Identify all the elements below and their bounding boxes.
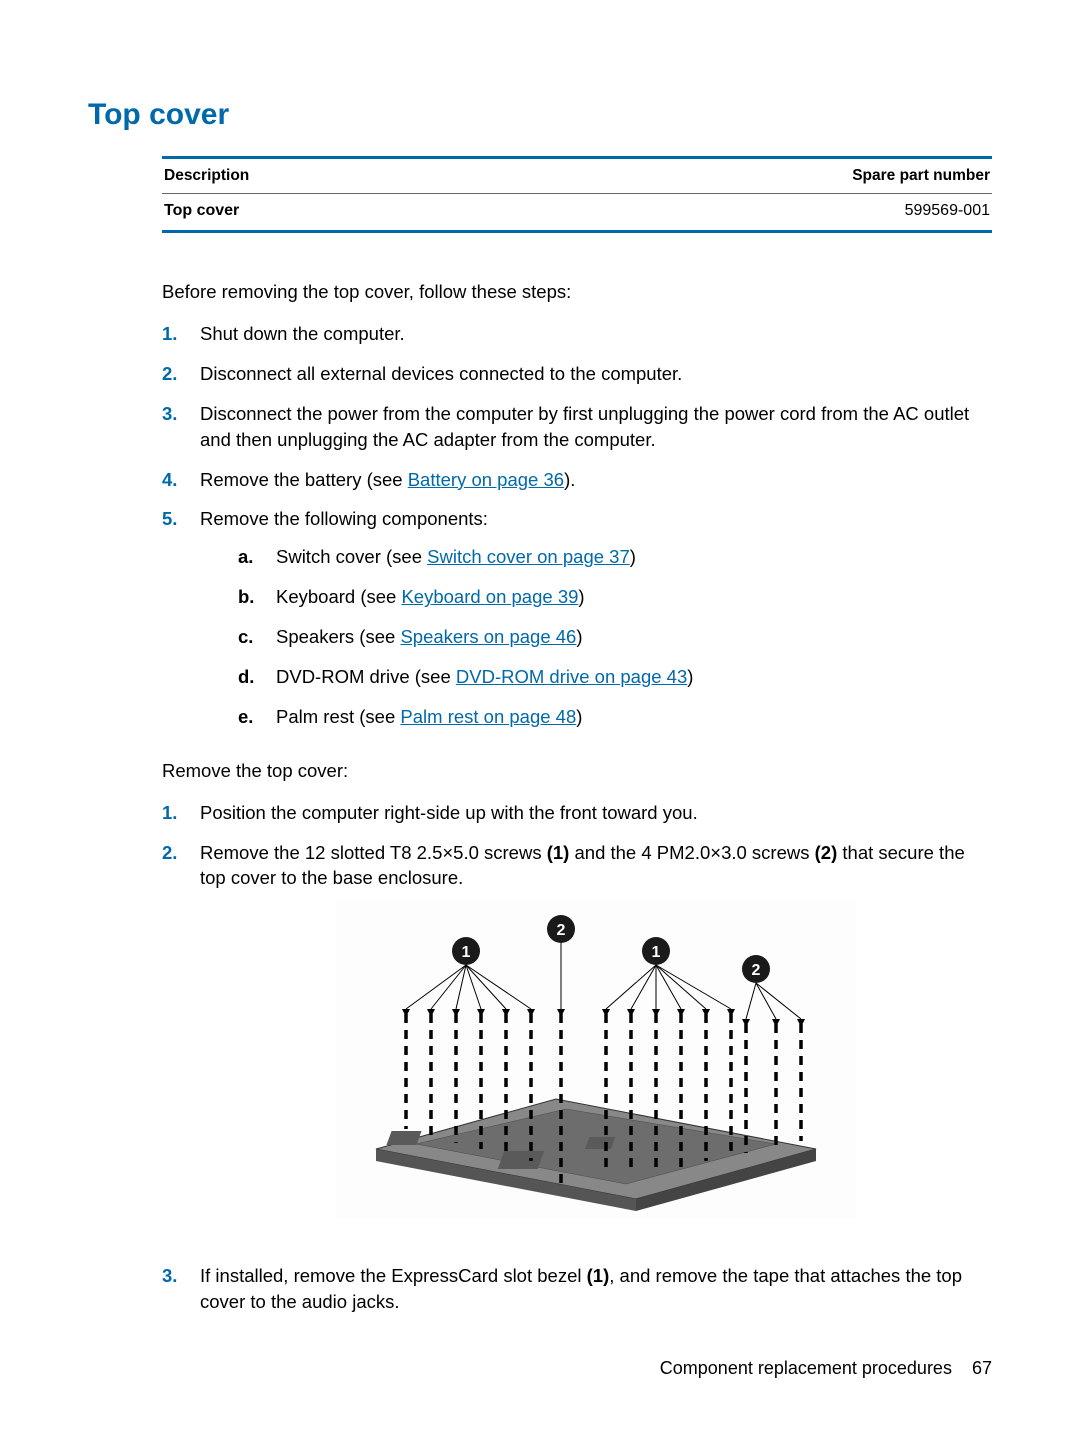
speakers-link[interactable]: Speakers on page 46 [400, 626, 576, 647]
list-item: 3. If installed, remove the ExpressCard … [162, 1263, 992, 1315]
text-fragment: Speakers (see [276, 626, 400, 647]
col-description: Description [164, 165, 249, 187]
step-number: 1. [162, 321, 200, 347]
spare-parts-table: Description Spare part number Top cover … [162, 156, 992, 233]
palm-rest-link[interactable]: Palm rest on page 48 [400, 706, 576, 727]
col-spare-part: Spare part number [852, 165, 990, 187]
text-fragment: ) [630, 546, 636, 567]
removal-steps-list: 1. Position the computer right-side up w… [162, 800, 992, 1315]
step-text: Shut down the computer. [200, 321, 992, 347]
step-text: Switch cover (see Switch cover on page 3… [276, 544, 992, 570]
step-number: 2. [162, 361, 200, 387]
step-text: Disconnect the power from the computer b… [200, 401, 992, 453]
step-text: Position the computer right-side up with… [200, 800, 992, 826]
text-fragment: Remove the following components: [200, 508, 488, 529]
step-letter: d. [238, 664, 276, 690]
list-item: 5. Remove the following components: a. S… [162, 506, 992, 743]
list-item: 4. Remove the battery (see Battery on pa… [162, 467, 992, 493]
text-fragment: ) [576, 706, 582, 727]
cell-part-number: 599569-001 [905, 200, 990, 222]
page-footer: Component replacement procedures 67 [660, 1356, 992, 1381]
step-text: Remove the following components: a. Swit… [200, 506, 992, 743]
list-item: 1. Shut down the computer. [162, 321, 992, 347]
callout-ref: (2) [815, 842, 838, 863]
step-letter: e. [238, 704, 276, 730]
step-text: If installed, remove the ExpressCard slo… [200, 1263, 992, 1315]
callout-ref: (1) [547, 842, 570, 863]
list-item: 3. Disconnect the power from the compute… [162, 401, 992, 453]
text-fragment: Switch cover (see [276, 546, 427, 567]
text-fragment: Palm rest (see [276, 706, 400, 727]
page-heading: Top cover [88, 94, 992, 136]
list-item: e. Palm rest (see Palm rest on page 48) [238, 704, 992, 730]
list-item: 1. Position the computer right-side up w… [162, 800, 992, 826]
callout-1-label: 1 [462, 944, 471, 961]
text-fragment: ) [578, 586, 584, 607]
table-header-row: Description Spare part number [162, 159, 992, 194]
step-number: 4. [162, 467, 200, 493]
step-letter: a. [238, 544, 276, 570]
step-number: 1. [162, 800, 200, 826]
text-fragment: Remove the battery (see [200, 469, 408, 490]
step-text: Speakers (see Speakers on page 46) [276, 624, 992, 650]
step-letter: c. [238, 624, 276, 650]
text-fragment: If installed, remove the ExpressCard slo… [200, 1265, 587, 1286]
text-fragment: Remove the 12 slotted T8 2.5×5.0 screws [200, 842, 547, 863]
step-text: Keyboard (see Keyboard on page 39) [276, 584, 992, 610]
intro-text: Before removing the top cover, follow th… [162, 279, 992, 305]
text-fragment: ). [564, 469, 575, 490]
battery-link[interactable]: Battery on page 36 [408, 469, 564, 490]
list-item: 2. Disconnect all external devices conne… [162, 361, 992, 387]
step-number: 3. [162, 1263, 200, 1315]
list-item: b. Keyboard (see Keyboard on page 39) [238, 584, 992, 610]
step-number: 5. [162, 506, 200, 743]
intro2-text: Remove the top cover: [162, 758, 992, 784]
callout-2b-label: 2 [752, 962, 761, 979]
text-fragment: Keyboard (see [276, 586, 401, 607]
list-item: d. DVD-ROM drive (see DVD-ROM drive on p… [238, 664, 992, 690]
callout-ref: (1) [587, 1265, 610, 1286]
text-fragment: DVD-ROM drive (see [276, 666, 456, 687]
dvd-rom-link[interactable]: DVD-ROM drive on page 43 [456, 666, 687, 687]
list-item: 2. Remove the 12 slotted T8 2.5×5.0 scre… [162, 840, 992, 1250]
step-text: Disconnect all external devices connecte… [200, 361, 992, 387]
prep-steps-list: 1. Shut down the computer. 2. Disconnect… [162, 321, 992, 744]
step-text: DVD-ROM drive (see DVD-ROM drive on page… [276, 664, 992, 690]
step-number: 3. [162, 401, 200, 453]
footer-page-number: 67 [972, 1358, 992, 1378]
text-fragment: ) [687, 666, 693, 687]
table-row: Top cover 599569-001 [162, 194, 992, 230]
text-fragment: and the 4 PM2.0×3.0 screws [569, 842, 814, 863]
footer-section: Component replacement procedures [660, 1358, 952, 1378]
list-item: c. Speakers (see Speakers on page 46) [238, 624, 992, 650]
callout-1b-label: 1 [652, 944, 661, 961]
text-fragment: ) [576, 626, 582, 647]
switch-cover-link[interactable]: Switch cover on page 37 [427, 546, 630, 567]
step-number: 2. [162, 840, 200, 1250]
screw-diagram: 1 2 1 2 [336, 899, 856, 1219]
cell-description: Top cover [164, 200, 239, 222]
step-text: Palm rest (see Palm rest on page 48) [276, 704, 992, 730]
sub-steps-list: a. Switch cover (see Switch cover on pag… [238, 544, 992, 729]
step-letter: b. [238, 584, 276, 610]
step-text: Remove the 12 slotted T8 2.5×5.0 screws … [200, 840, 992, 1250]
callout-2-label: 2 [557, 922, 566, 939]
list-item: a. Switch cover (see Switch cover on pag… [238, 544, 992, 570]
keyboard-link[interactable]: Keyboard on page 39 [401, 586, 578, 607]
step-text: Remove the battery (see Battery on page … [200, 467, 992, 493]
